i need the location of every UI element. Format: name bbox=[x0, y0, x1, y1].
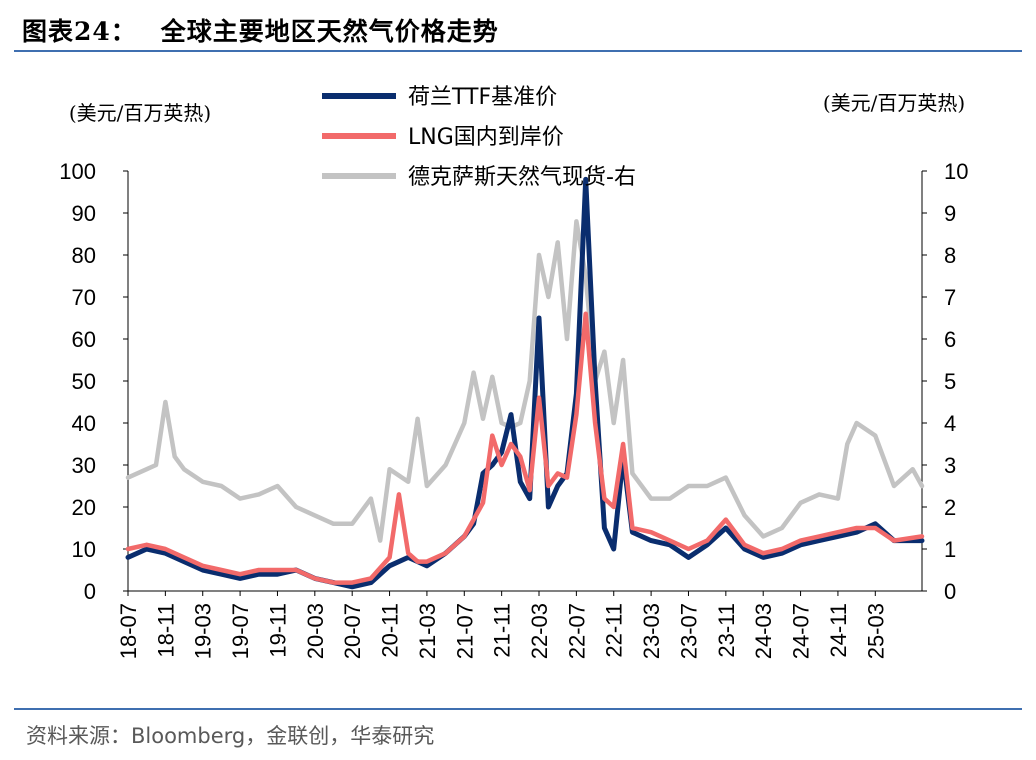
figure-number: 图表24： bbox=[22, 17, 137, 46]
right-tick-label: 3 bbox=[944, 453, 956, 478]
left-tick-label: 60 bbox=[72, 327, 96, 352]
x-tick-label: 25-03 bbox=[863, 603, 888, 659]
x-tick-label: 21-11 bbox=[490, 603, 515, 658]
legend-texas-label: 德克萨斯天然气现货-右 bbox=[408, 165, 636, 190]
source-note: 资料来源：Bloomberg，金联创，华泰研究 bbox=[26, 724, 435, 748]
right-tick-label: 6 bbox=[944, 327, 956, 352]
left-tick-label: 0 bbox=[84, 579, 96, 604]
right-tick-label: 2 bbox=[944, 495, 956, 520]
x-tick-label: 23-07 bbox=[676, 603, 701, 659]
x-tick-label: 18-11 bbox=[153, 603, 178, 658]
lng-landed-line bbox=[125, 311, 925, 585]
x-tick-label: 20-07 bbox=[340, 603, 365, 659]
x-tick-label: 18-07 bbox=[116, 603, 141, 659]
x-tick-label: 19-03 bbox=[191, 603, 216, 659]
right-tick-label: 10 bbox=[944, 159, 968, 184]
left-tick-label: 100 bbox=[59, 159, 96, 184]
x-tick-label: 24-07 bbox=[789, 603, 814, 659]
ttf-line bbox=[125, 176, 925, 590]
gas-price-chart: 0 10 20 30 40 50 60 70 80 90 100 0 1 2 3 4 5 6 7 8 9 10 18-07 1… bbox=[59, 85, 968, 659]
top-rule bbox=[14, 50, 1022, 52]
x-tick-label: 19-07 bbox=[228, 603, 253, 659]
x-tick-label: 22-03 bbox=[527, 603, 552, 659]
left-tick-label: 90 bbox=[72, 201, 96, 226]
x-tick-label: 23-03 bbox=[639, 603, 664, 659]
left-tick-label: 40 bbox=[72, 411, 96, 436]
x-tick-label: 20-03 bbox=[303, 603, 328, 659]
left-tick-label: 50 bbox=[72, 369, 96, 394]
x-tick-label: 24-11 bbox=[826, 603, 851, 658]
figure-title: 图表24： 全球主要地区天然气价格走势 bbox=[22, 12, 499, 48]
x-tick-label: 21-03 bbox=[415, 603, 440, 659]
legend-ttf-label: 荷兰TTF基准价 bbox=[408, 85, 557, 110]
x-tick-label: 24-03 bbox=[751, 603, 776, 659]
right-tick-label: 4 bbox=[944, 411, 956, 436]
right-tick-label: 8 bbox=[944, 243, 956, 268]
right-tick-label: 7 bbox=[944, 285, 956, 310]
right-tick-label: 5 bbox=[944, 369, 956, 394]
right-tick-label: 1 bbox=[944, 537, 956, 562]
right-tick-label: 9 bbox=[944, 201, 956, 226]
left-tick-label: 30 bbox=[72, 453, 96, 478]
x-tick-label: 22-11 bbox=[602, 603, 627, 658]
texas-spot-line bbox=[125, 219, 925, 543]
right-tick-label: 0 bbox=[944, 579, 956, 604]
bottom-rule bbox=[14, 708, 1022, 710]
legend-lng-label: LNG国内到岸价 bbox=[408, 125, 564, 150]
x-tick-label: 21-07 bbox=[452, 603, 477, 659]
figure-title-text: 全球主要地区天然气价格走势 bbox=[160, 17, 499, 46]
x-tick-label: 22-07 bbox=[564, 603, 589, 659]
left-tick-label: 80 bbox=[72, 243, 96, 268]
left-tick-label: 20 bbox=[72, 495, 96, 520]
right-axis-unit: (美元/百万英热) bbox=[822, 91, 966, 115]
left-tick-label: 70 bbox=[72, 285, 96, 310]
x-tick-label: 20-11 bbox=[378, 603, 403, 658]
x-tick-label: 23-11 bbox=[714, 603, 739, 658]
left-axis-unit: (美元/百万英热) bbox=[68, 101, 212, 125]
x-tick-label: 19-11 bbox=[265, 603, 290, 658]
left-tick-label: 10 bbox=[72, 537, 96, 562]
